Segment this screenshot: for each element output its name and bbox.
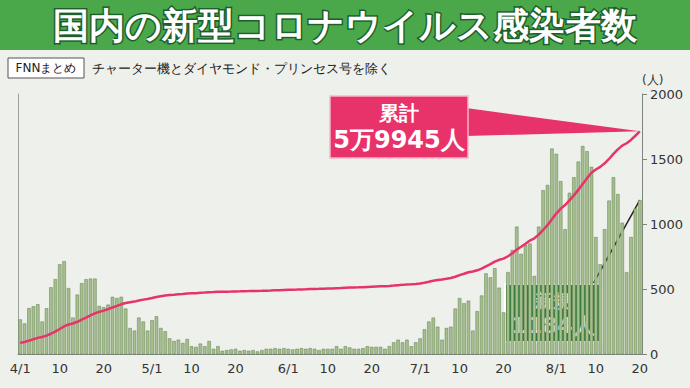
svg-text:累計: 累計 (378, 101, 419, 125)
svg-text:500: 500 (650, 282, 675, 297)
svg-text:チャーター機とダイヤモンド・プリンセス号を除く: チャーター機とダイヤモンド・プリンセス号を除く (92, 61, 391, 76)
svg-text:10: 10 (51, 361, 68, 376)
svg-text:国内の新型コロナウイルス感染者数: 国内の新型コロナウイルス感染者数 (53, 5, 638, 46)
svg-text:2000: 2000 (650, 87, 683, 102)
svg-text:8/1: 8/1 (546, 361, 567, 376)
svg-text:0: 0 (650, 347, 658, 362)
svg-text:20: 20 (363, 361, 380, 376)
svg-text:20: 20 (495, 361, 512, 376)
svg-text:10: 10 (451, 361, 468, 376)
svg-text:10: 10 (320, 361, 337, 376)
svg-text:7/1: 7/1 (410, 361, 431, 376)
svg-text:20: 20 (632, 361, 649, 376)
svg-text:(人): (人) (642, 73, 663, 87)
svg-text:5万9945人: 5万9945人 (333, 126, 465, 154)
svg-text:1000: 1000 (650, 217, 683, 232)
svg-text:10: 10 (183, 361, 200, 376)
svg-text:6/1: 6/1 (278, 361, 299, 376)
svg-text:10: 10 (588, 361, 605, 376)
svg-text:20: 20 (95, 361, 112, 376)
svg-text:20: 20 (227, 361, 244, 376)
svg-text:4/1: 4/1 (10, 361, 31, 376)
svg-text:FNNまとめ: FNNまとめ (16, 61, 77, 75)
svg-text:5/1: 5/1 (142, 361, 163, 376)
svg-text:1500: 1500 (650, 152, 683, 167)
